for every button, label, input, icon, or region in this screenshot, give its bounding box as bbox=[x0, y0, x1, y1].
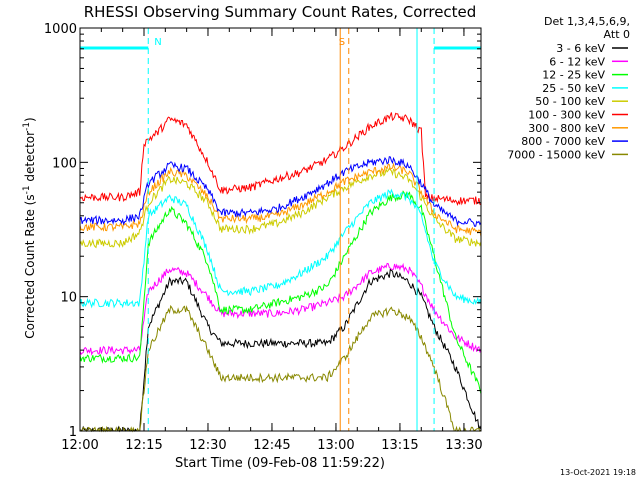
y-tick-label: 1 bbox=[69, 425, 77, 440]
series-line-4 bbox=[79, 188, 482, 309]
footer-timestamp: 13-Oct-2021 19:18 bbox=[560, 468, 636, 477]
series-line-6 bbox=[79, 112, 482, 206]
y-axis-label-sup1: -1 bbox=[22, 185, 32, 194]
x-tick-label: 12:00 bbox=[61, 438, 98, 453]
annotation-label-n: N bbox=[154, 37, 161, 48]
x-tick-label: 13:15 bbox=[381, 438, 418, 453]
y-axis-label: Corrected Count Rate (s-1 detector-1) bbox=[22, 117, 37, 338]
series-line-9 bbox=[79, 304, 482, 433]
annotation-label-s: S bbox=[339, 37, 345, 48]
legend-header-line-2: Att 0 bbox=[604, 28, 630, 41]
axes: 1 10 100 1000 12:00 12:15 12:30 12:45 13:00 13:15… bbox=[44, 22, 483, 453]
y-axis-label-end: ) bbox=[23, 117, 37, 122]
y-tick-label: 100 bbox=[52, 156, 77, 171]
legend-entry-label-4: 25 - 50 keV bbox=[542, 82, 605, 95]
legend-entry-label-3: 12 - 25 keV bbox=[542, 69, 605, 82]
series-line-3 bbox=[79, 190, 482, 395]
legend-entry-label-1: 3 - 6 keV bbox=[556, 42, 605, 55]
series-line-7 bbox=[79, 162, 482, 237]
y-axis-label-mid: detector bbox=[23, 131, 37, 186]
legend-entry-label-2: 6 - 12 keV bbox=[549, 55, 605, 68]
y-tick-label: 10 bbox=[60, 291, 77, 306]
series-line-5 bbox=[79, 167, 482, 249]
chart-title: RHESSI Observing Summary Count Rates, Co… bbox=[84, 3, 477, 21]
plot-frame bbox=[79, 27, 482, 432]
legend-entry-label-7: 300 - 800 keV bbox=[528, 122, 605, 135]
y-axis-label-sup2: -1 bbox=[22, 122, 32, 131]
series-line-2 bbox=[79, 262, 482, 356]
x-tick-label: 13:00 bbox=[317, 438, 354, 453]
series-line-8 bbox=[79, 156, 482, 227]
legend-entry-label-8: 800 - 7000 keV bbox=[521, 135, 605, 148]
x-tick-label: 12:45 bbox=[253, 438, 290, 453]
x-tick-label: 13:30 bbox=[445, 438, 482, 453]
x-tick-label: 12:15 bbox=[125, 438, 162, 453]
y-axis-label-main: Corrected Count Rate (s bbox=[23, 194, 37, 338]
x-axis-label: Start Time (09-Feb-08 11:59:22) bbox=[175, 456, 385, 471]
y-tick-label: 1000 bbox=[44, 22, 77, 37]
legend-header-line-1: Det 1,3,4,5,6,9, bbox=[544, 15, 630, 28]
legend-entry-label-5: 50 - 100 keV bbox=[535, 95, 605, 108]
legend-entry-label-6: 100 - 300 keV bbox=[528, 109, 605, 122]
legend-entry-label-9: 7000 - 15000 keV bbox=[507, 148, 605, 161]
x-tick-label: 12:30 bbox=[189, 438, 226, 453]
series-line-1 bbox=[79, 268, 482, 433]
